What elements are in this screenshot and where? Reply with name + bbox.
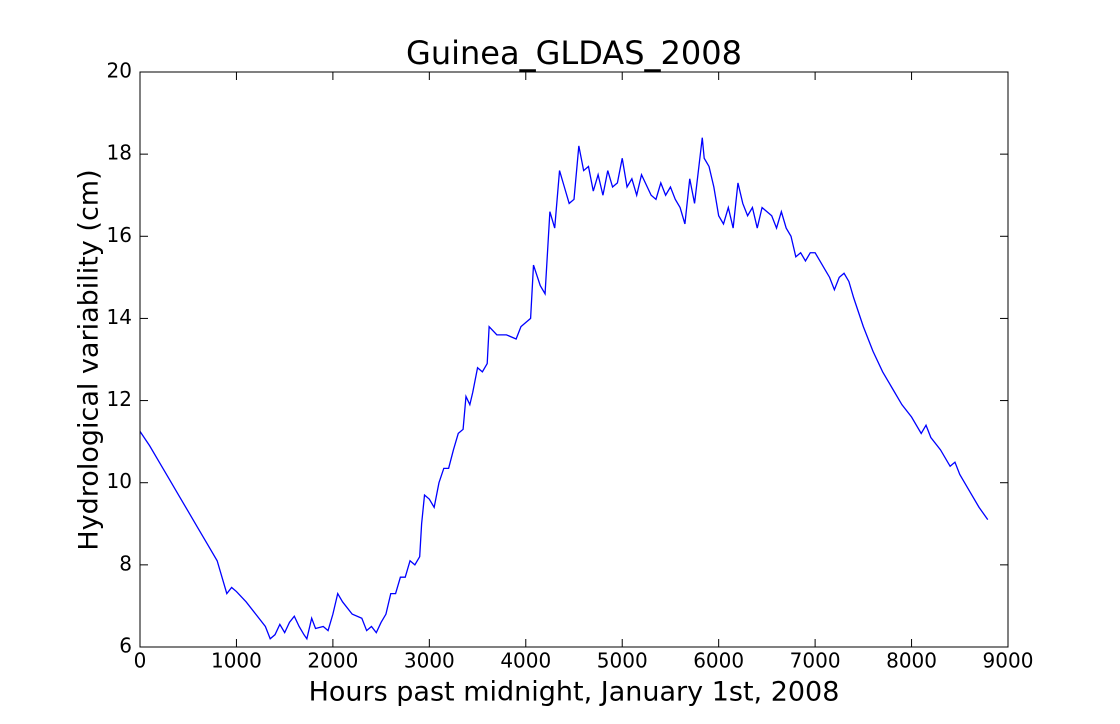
x-tick-label: 9000 <box>983 649 1034 673</box>
y-tick-label: 20 <box>107 59 132 83</box>
x-tick-label: 5000 <box>597 649 648 673</box>
x-tick-label: 3000 <box>404 649 455 673</box>
x-axis-label: Hours past midnight, January 1st, 2008 <box>309 677 840 708</box>
plot-frame <box>139 71 1009 648</box>
x-tick-label: 2000 <box>307 649 358 673</box>
data-line <box>139 137 989 641</box>
y-tick-label: 10 <box>107 469 132 493</box>
x-tick-label: 1000 <box>211 649 262 673</box>
y-tick-label: 16 <box>107 223 132 247</box>
x-tick-label: 8000 <box>886 649 937 673</box>
x-tick-label: 7000 <box>790 649 841 673</box>
chart-title: Guinea_GLDAS_2008 <box>406 34 742 72</box>
x-tick-label: 0 <box>134 649 147 673</box>
y-tick-label: 14 <box>107 305 132 329</box>
y-tick-label: 18 <box>107 141 132 165</box>
x-tick-label: 4000 <box>500 649 551 673</box>
y-tick-label: 8 <box>119 551 132 575</box>
y-axis-label: Hydrological variability (cm) <box>74 169 105 550</box>
y-tick-label: 12 <box>107 387 132 411</box>
x-tick-label: 6000 <box>693 649 744 673</box>
y-tick-label: 6 <box>119 634 132 658</box>
